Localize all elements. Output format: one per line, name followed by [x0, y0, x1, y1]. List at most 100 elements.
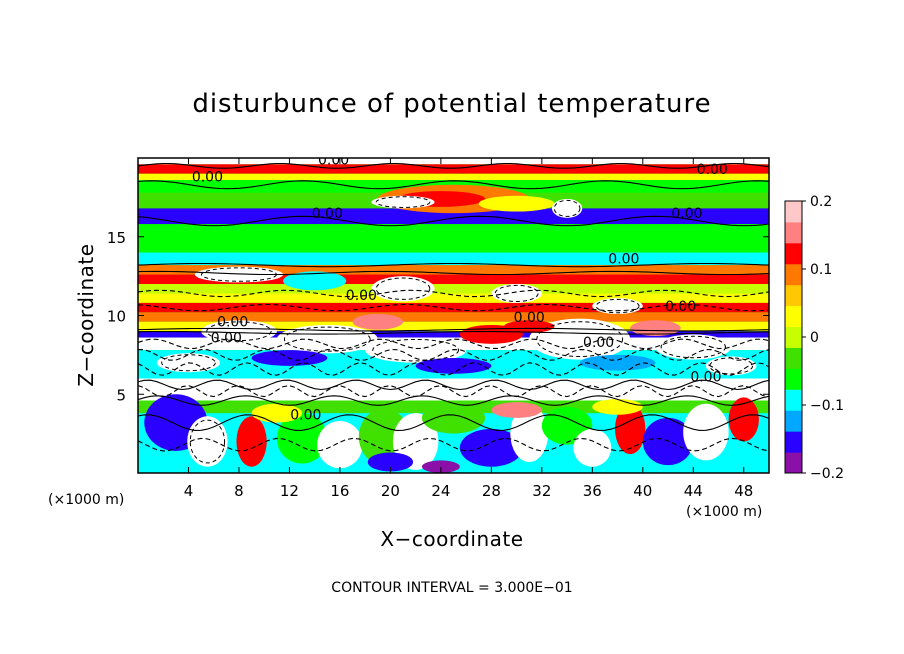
- colorbar-swatch: [785, 242, 802, 265]
- contour-line-negative: [138, 289, 769, 298]
- colorbar-swatch: [785, 326, 802, 348]
- x-tick-label: 12: [280, 482, 299, 500]
- colorbar-swatch: [785, 452, 802, 474]
- field-cell: [478, 195, 555, 212]
- x-unit-right: (×1000 m): [686, 504, 762, 520]
- contour-label: 0.00: [671, 206, 702, 222]
- x-unit-left: (×1000 m): [48, 492, 124, 508]
- field-band: [138, 208, 769, 225]
- x-axis-label: X−coordinate: [380, 527, 523, 551]
- field-cell: [683, 403, 729, 461]
- contour-label: 0.00: [346, 288, 377, 304]
- contour-label: 0.00: [665, 299, 696, 315]
- contour-line: [138, 395, 769, 406]
- contour-line-negative: [553, 199, 581, 217]
- colorbar-swatch: [785, 201, 802, 223]
- contour-line: [138, 270, 769, 276]
- x-tick-label: 20: [381, 482, 400, 500]
- contour-line: [138, 379, 769, 391]
- colorbar-swatch: [785, 410, 802, 432]
- colorbar-tick-label: 0.1: [810, 262, 832, 278]
- x-axis-ticks: 4 8 12 16 20 24 28 32 36 40 44 48: [184, 158, 753, 500]
- contour-line-negative: [283, 326, 371, 352]
- contour-line-negative: [138, 338, 769, 350]
- field-cell: [194, 266, 284, 283]
- field-cell: [236, 416, 267, 467]
- contour-line-negative: [660, 335, 726, 359]
- field-band: [138, 164, 769, 174]
- field-band: [138, 265, 769, 275]
- contour-line-negative: [595, 298, 640, 314]
- contour-label: 0.00: [312, 206, 343, 222]
- z-tick-label: 15: [107, 229, 126, 247]
- contour-line-negative: [200, 267, 278, 282]
- field-cell: [317, 421, 363, 469]
- field-band: [138, 312, 769, 322]
- field-cell: [276, 324, 378, 354]
- field-band: [138, 252, 769, 266]
- contour-line: [138, 215, 769, 227]
- x-tick-label: 4: [184, 482, 194, 500]
- contour-label: 0.00: [217, 315, 248, 331]
- contour-line-negative: [375, 277, 431, 300]
- colorbar-ticks: 0.2 0.1 0 −0.1 −0.2: [802, 194, 844, 482]
- field-cell: [421, 402, 486, 434]
- contour-line: [138, 414, 769, 431]
- field-cell: [421, 460, 460, 473]
- field-cell: [283, 271, 347, 291]
- contour-line-negative: [372, 338, 460, 362]
- field-cell: [371, 195, 435, 209]
- colorbar-swatch: [785, 431, 802, 453]
- field-cell: [201, 320, 277, 343]
- field-band: [138, 158, 769, 165]
- field-cell: [592, 398, 643, 415]
- colorbar-swatch: [785, 263, 802, 286]
- field-cell: [592, 298, 643, 314]
- colorbar-swatch: [785, 305, 802, 328]
- colorbar-swatch: [785, 347, 802, 369]
- contour-line-negative: [206, 321, 272, 342]
- contour-line: [138, 327, 769, 332]
- contour-line-negative: [494, 284, 539, 302]
- field-band: [138, 331, 769, 338]
- field-cell: [551, 198, 583, 218]
- contour-label: 0.00: [514, 310, 545, 326]
- colorbar-swatch: [785, 389, 802, 411]
- contour-line-negative: [138, 385, 769, 398]
- x-tick-label: 28: [482, 482, 501, 500]
- chart-title: disturbunce of potential temperature: [192, 89, 711, 119]
- contour-label: 0.00: [290, 407, 321, 423]
- field-band: [138, 321, 769, 332]
- field-band: [138, 293, 769, 303]
- field-cell: [415, 358, 492, 374]
- contour-line-negative: [138, 303, 769, 312]
- x-tick-label: 48: [734, 482, 753, 500]
- contour-label: 0.00: [608, 252, 639, 268]
- field-band: [138, 302, 769, 313]
- colorbar: [784, 200, 803, 474]
- field-cell: [352, 313, 404, 330]
- colorbar-swatch: [785, 221, 802, 244]
- x-tick-label: 24: [431, 482, 450, 500]
- contour-label: 0.00: [211, 330, 242, 346]
- x-tick-label: 32: [532, 482, 551, 500]
- x-tick-label: 8: [234, 482, 244, 500]
- field-cell: [728, 397, 759, 442]
- field-cell: [579, 354, 656, 371]
- contour-line: [138, 262, 769, 268]
- field-band: [138, 224, 769, 253]
- x-tick-label: 16: [330, 482, 349, 500]
- field-cell: [615, 403, 646, 455]
- field-cell: [655, 334, 732, 360]
- z-tick-label: 10: [107, 308, 126, 326]
- contour-line: [138, 180, 769, 190]
- z-tick-label: 5: [116, 386, 126, 404]
- contour-line-negative: [161, 354, 216, 372]
- contour-line-negative: [189, 419, 226, 464]
- contour-line: [138, 162, 769, 169]
- z-axis-label: Z−coordinate: [74, 243, 98, 386]
- contour-label: 0.00: [318, 152, 349, 168]
- colorbar-swatch: [785, 368, 802, 390]
- colorbar-tick-label: 0: [810, 330, 819, 346]
